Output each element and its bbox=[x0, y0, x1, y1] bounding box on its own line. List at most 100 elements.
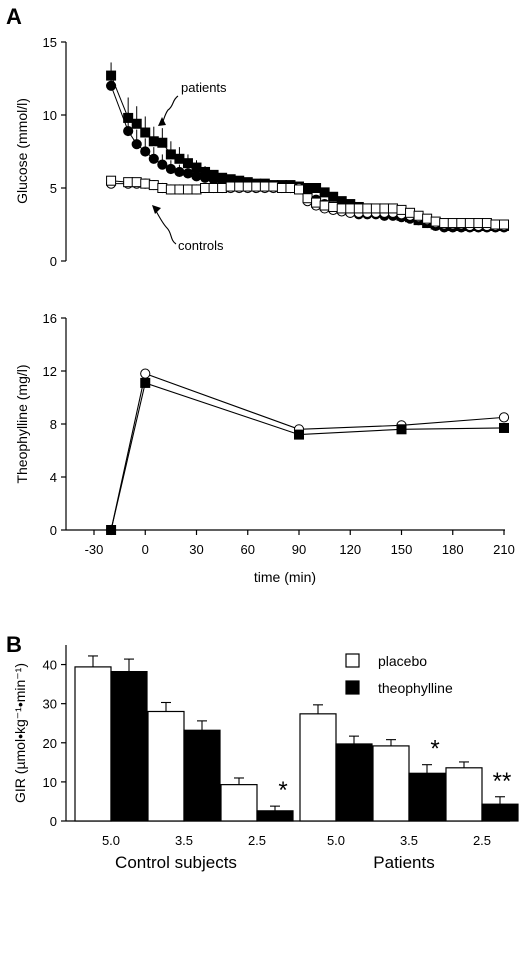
gir-bar-placebo bbox=[299, 713, 337, 822]
theophylline-point bbox=[294, 429, 304, 440]
gir-bar-theophylline bbox=[335, 743, 373, 822]
glucose-point bbox=[182, 158, 193, 169]
glucose-y-ticks: 0 5 10 15 bbox=[43, 35, 66, 269]
gir-y-tick-label: 0 bbox=[50, 814, 57, 829]
glucose-point bbox=[319, 187, 330, 198]
theophylline-x-tick-label: 30 bbox=[189, 542, 203, 557]
gir-bar-theophylline bbox=[408, 772, 446, 822]
gir-bar-placebo bbox=[220, 784, 258, 822]
glucose-point bbox=[311, 197, 322, 208]
glucose-point bbox=[131, 139, 142, 150]
gir-bar-placebo bbox=[147, 710, 185, 822]
theophylline-point bbox=[499, 422, 509, 433]
glucose-point bbox=[131, 118, 142, 129]
glucose-point bbox=[242, 181, 253, 192]
glucose-point bbox=[302, 193, 313, 204]
glucose-point bbox=[208, 183, 219, 193]
glucose-point bbox=[387, 203, 398, 214]
controls-annotation: controls bbox=[178, 238, 224, 253]
gir-y-tick-label: 30 bbox=[43, 697, 57, 712]
theophylline-point bbox=[140, 368, 151, 379]
theophylline-x-tick-label: 0 bbox=[142, 542, 149, 557]
legend-swatch-placebo bbox=[345, 653, 360, 668]
glucose-point bbox=[362, 203, 373, 214]
panel-letter-a: A bbox=[6, 4, 22, 29]
glucose-point bbox=[328, 191, 339, 202]
glucose-point bbox=[251, 181, 262, 192]
glucose-point bbox=[430, 216, 441, 227]
glucose-y-axis-label: Glucose (mmol/l) bbox=[14, 98, 30, 204]
theophylline-y-axis-label: Theophylline (mg/l) bbox=[14, 364, 30, 483]
glucose-point bbox=[336, 203, 347, 214]
glucose-point bbox=[148, 153, 159, 164]
theophylline-point bbox=[396, 424, 407, 435]
glucose-point bbox=[311, 183, 322, 193]
patients-arrow bbox=[161, 95, 179, 125]
glucose-point bbox=[208, 174, 219, 185]
theophylline-y-tick-label: 16 bbox=[43, 311, 57, 326]
glucose-point bbox=[456, 218, 467, 229]
gir-y-tick-label: 20 bbox=[43, 736, 57, 751]
glucose-point bbox=[157, 137, 168, 148]
glucose-point bbox=[464, 218, 475, 229]
gir-bar-theophylline bbox=[481, 803, 519, 822]
glucose-point bbox=[191, 162, 202, 173]
legend-label-theophylline: theophylline bbox=[378, 680, 453, 696]
controls-arrow bbox=[155, 210, 177, 245]
gir-bar-placebo bbox=[372, 745, 410, 822]
gir-category-label: 2.5 bbox=[248, 833, 266, 848]
glucose-point bbox=[353, 203, 364, 214]
theophylline-x-tick-label: -30 bbox=[85, 542, 104, 557]
glucose-point bbox=[165, 184, 176, 195]
glucose-point bbox=[439, 218, 450, 229]
gir-category-label: 3.5 bbox=[175, 833, 193, 848]
glucose-point bbox=[234, 181, 245, 192]
glucose-y-tick-label: 10 bbox=[43, 108, 57, 123]
gir-bar-theophylline bbox=[110, 670, 148, 822]
glucose-point bbox=[191, 184, 202, 195]
gir-y-ticks: 0 10 20 30 40 bbox=[43, 658, 66, 829]
glucose-point bbox=[191, 171, 202, 182]
theophylline-x-tick-label: 150 bbox=[391, 542, 413, 557]
glucose-point bbox=[499, 219, 509, 230]
glucose-point bbox=[165, 163, 176, 175]
gir-y-axis-label: GIR (µmol•kg⁻¹•min⁻¹) bbox=[12, 663, 28, 803]
glucose-point bbox=[217, 183, 228, 193]
gir-bar-placebo bbox=[445, 767, 483, 822]
theophylline-x-tick-label: 120 bbox=[339, 542, 361, 557]
glucose-point bbox=[174, 166, 185, 178]
theophylline-x-tick-label: 90 bbox=[292, 542, 306, 557]
glucose-point bbox=[140, 146, 151, 157]
glucose-point bbox=[182, 168, 194, 179]
theophylline-ticks: 0 4 8 12 16 -30 0 30 60 90 120 150 180 210 bbox=[43, 311, 515, 557]
gir-y-tick-label: 40 bbox=[43, 658, 57, 673]
gir-y-tick-label: 10 bbox=[43, 775, 57, 790]
glucose-point bbox=[370, 203, 381, 214]
legend-swatch-theophylline bbox=[345, 680, 360, 695]
glucose-point bbox=[157, 183, 168, 193]
legend: placebo theophylline bbox=[345, 653, 453, 696]
theophylline-series-line bbox=[110, 382, 505, 531]
gir-category-label: 2.5 bbox=[473, 833, 491, 848]
glucose-point bbox=[200, 183, 211, 193]
glucose-point bbox=[157, 159, 168, 170]
glucose-point bbox=[490, 219, 501, 230]
theophylline-y-tick-label: 12 bbox=[43, 364, 57, 379]
significance-marker: * bbox=[430, 736, 439, 763]
glucose-point bbox=[106, 175, 117, 186]
glucose-point bbox=[473, 218, 484, 229]
theophylline-series-line bbox=[110, 372, 505, 531]
gir-chart: 0 10 20 30 40 GIR (µmol•kg⁻¹•min⁻¹) 5.0 3.5 2.… bbox=[12, 645, 519, 872]
group-label-control-subjects: Control subjects bbox=[115, 853, 237, 872]
glucose-point bbox=[268, 181, 279, 192]
glucose-chart: 0 5 10 15 Glucose (mmol/l) patients control… bbox=[14, 35, 510, 269]
glucose-point bbox=[405, 207, 416, 218]
controls-arrowhead bbox=[152, 205, 161, 214]
glucose-point bbox=[165, 149, 176, 160]
glucose-point bbox=[294, 184, 304, 195]
theophylline-point bbox=[106, 525, 117, 535]
theophylline-x-tick-label: 60 bbox=[241, 542, 255, 557]
glucose-point bbox=[140, 178, 151, 189]
gir-category-label: 5.0 bbox=[327, 833, 345, 848]
glucose-y-tick-label: 15 bbox=[43, 35, 57, 50]
